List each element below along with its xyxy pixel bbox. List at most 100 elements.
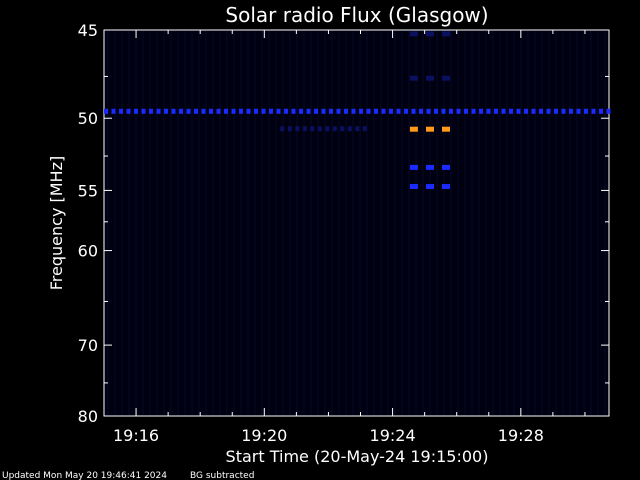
background-stripe (324, 31, 326, 415)
background-stripe (156, 31, 158, 415)
background-stripe (590, 31, 592, 415)
band-segment (569, 108, 573, 114)
background-stripe (268, 31, 270, 415)
burst-mark (409, 31, 418, 37)
band-segment (302, 126, 307, 132)
background-stripe (289, 31, 291, 415)
band-segment (287, 126, 292, 132)
background-stripe (450, 31, 452, 415)
band-segment (531, 108, 536, 114)
background-stripe (121, 31, 123, 415)
background-stripe (212, 31, 214, 415)
band-segment (104, 108, 108, 114)
burst-mark (426, 31, 434, 37)
band-segment (231, 108, 236, 114)
background-stripe (338, 31, 340, 415)
burst-mark (442, 184, 450, 189)
background-stripe (184, 31, 186, 415)
band-segment (186, 108, 191, 114)
band-segment (239, 108, 243, 114)
background-stripe (562, 31, 564, 415)
band-segment (347, 126, 352, 132)
background-stripe (331, 31, 333, 415)
burst-mark (409, 184, 418, 189)
y-tick-label: 60 (78, 242, 98, 261)
background-stripe (247, 31, 249, 415)
burst-mark (409, 75, 418, 81)
band-segment (561, 108, 566, 114)
band-segment (524, 108, 528, 114)
band-segment (494, 108, 498, 114)
background-stripe (429, 31, 431, 415)
burst-mark (426, 164, 434, 170)
band-segment (179, 108, 183, 114)
y-tick-label: 70 (78, 336, 98, 355)
background-stripe (576, 31, 578, 415)
band-segment (246, 108, 251, 114)
y-tick-label: 45 (78, 21, 98, 40)
background-stripe (282, 31, 284, 415)
burst-mark (442, 31, 450, 37)
band-segment (471, 108, 476, 114)
band-segment (509, 108, 513, 114)
band-segment (362, 126, 367, 132)
band-segment (606, 108, 611, 114)
background-stripe (485, 31, 487, 415)
background-stripe (520, 31, 522, 415)
band-segment (396, 108, 401, 114)
band-segment (269, 108, 273, 114)
band-segment (284, 108, 288, 114)
background-stripe (366, 31, 368, 415)
background-stripe (240, 31, 242, 415)
band-segment (209, 108, 213, 114)
background-stripe (198, 31, 200, 415)
x-tick-label: 19:20 (241, 426, 287, 445)
band-segment (441, 108, 446, 114)
background-stripe (394, 31, 396, 415)
background-stripe (541, 31, 543, 415)
burst-mark (442, 126, 450, 132)
band-segment (156, 108, 161, 114)
footer-note: BG subtracted (190, 471, 254, 480)
band-segment (201, 108, 206, 114)
background-stripe (604, 31, 606, 415)
band-segment (254, 108, 258, 114)
background-stripe (149, 31, 151, 415)
band-segment (404, 108, 408, 114)
y-tick-label: 50 (78, 109, 98, 128)
axis-ticks: 45 50 55 60 70 80 19:16 19:20 19:24 19:28 (78, 21, 609, 445)
band-segment (366, 108, 371, 114)
band-segment (351, 108, 356, 114)
band-segment (164, 108, 168, 114)
background-stripe (534, 31, 536, 415)
background-stripe (128, 31, 130, 415)
background-stripe (254, 31, 256, 415)
band-segment (355, 126, 360, 132)
band-segment (171, 108, 176, 114)
band-segment (539, 108, 543, 114)
y-axis-label: Frequency [MHz] (47, 156, 66, 290)
x-tick-label: 19:28 (498, 426, 544, 445)
background-stripe (107, 31, 109, 415)
band-segment (599, 108, 603, 114)
band-segment (501, 108, 506, 114)
burst-mark (409, 126, 418, 132)
band-segment (434, 108, 438, 114)
background-stripe (499, 31, 501, 415)
background-stripe (555, 31, 557, 415)
background-stripe (492, 31, 494, 415)
band-segment (119, 108, 123, 114)
background-stripe (219, 31, 221, 415)
background-stripe (352, 31, 354, 415)
background-stripe (471, 31, 473, 415)
background-stripe (583, 31, 585, 415)
burst-mark (426, 126, 434, 132)
burst-mark (442, 75, 450, 81)
background-stripe (548, 31, 550, 415)
background-stripe (415, 31, 417, 415)
band-segment (299, 108, 303, 114)
band-segment (325, 126, 330, 132)
background-stripe (597, 31, 599, 415)
background-stripe (359, 31, 361, 415)
x-tick-label: 19:24 (370, 426, 416, 445)
